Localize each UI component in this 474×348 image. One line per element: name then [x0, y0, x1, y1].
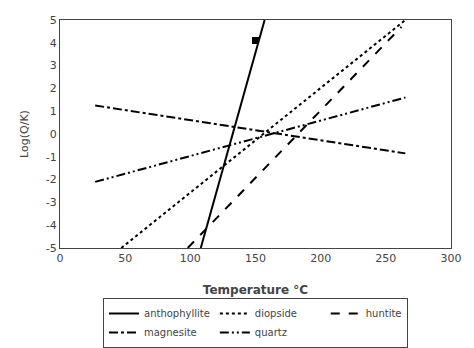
svg-text:quartz: quartz [255, 327, 287, 338]
svg-text:3: 3 [50, 59, 57, 72]
svg-text:-3: -3 [46, 196, 57, 209]
svg-text:-4: -4 [46, 219, 57, 232]
svg-text:-1: -1 [46, 151, 57, 164]
svg-text:5: 5 [50, 14, 57, 27]
svg-text:250: 250 [375, 252, 396, 265]
svg-text:-5: -5 [46, 242, 57, 255]
svg-text:magnesite: magnesite [144, 327, 197, 338]
svg-text:4: 4 [50, 37, 57, 50]
svg-text:-2: -2 [46, 173, 57, 186]
svg-text:50: 50 [118, 252, 132, 265]
svg-text:0: 0 [57, 252, 64, 265]
svg-text:300: 300 [441, 252, 462, 265]
svg-text:Temperature °C: Temperature °C [203, 283, 308, 297]
svg-text:Log(Q/K): Log(Q/K) [18, 110, 31, 158]
svg-text:100: 100 [180, 252, 201, 265]
svg-text:150: 150 [245, 252, 266, 265]
svg-text:anthophyllite: anthophyllite [144, 308, 210, 319]
svg-text:1: 1 [50, 105, 57, 118]
svg-text:200: 200 [310, 252, 331, 265]
svg-text:huntite: huntite [366, 308, 402, 319]
svg-text:diopside: diopside [255, 308, 297, 319]
svg-text:0: 0 [50, 128, 57, 141]
svg-text:2: 2 [50, 82, 57, 95]
